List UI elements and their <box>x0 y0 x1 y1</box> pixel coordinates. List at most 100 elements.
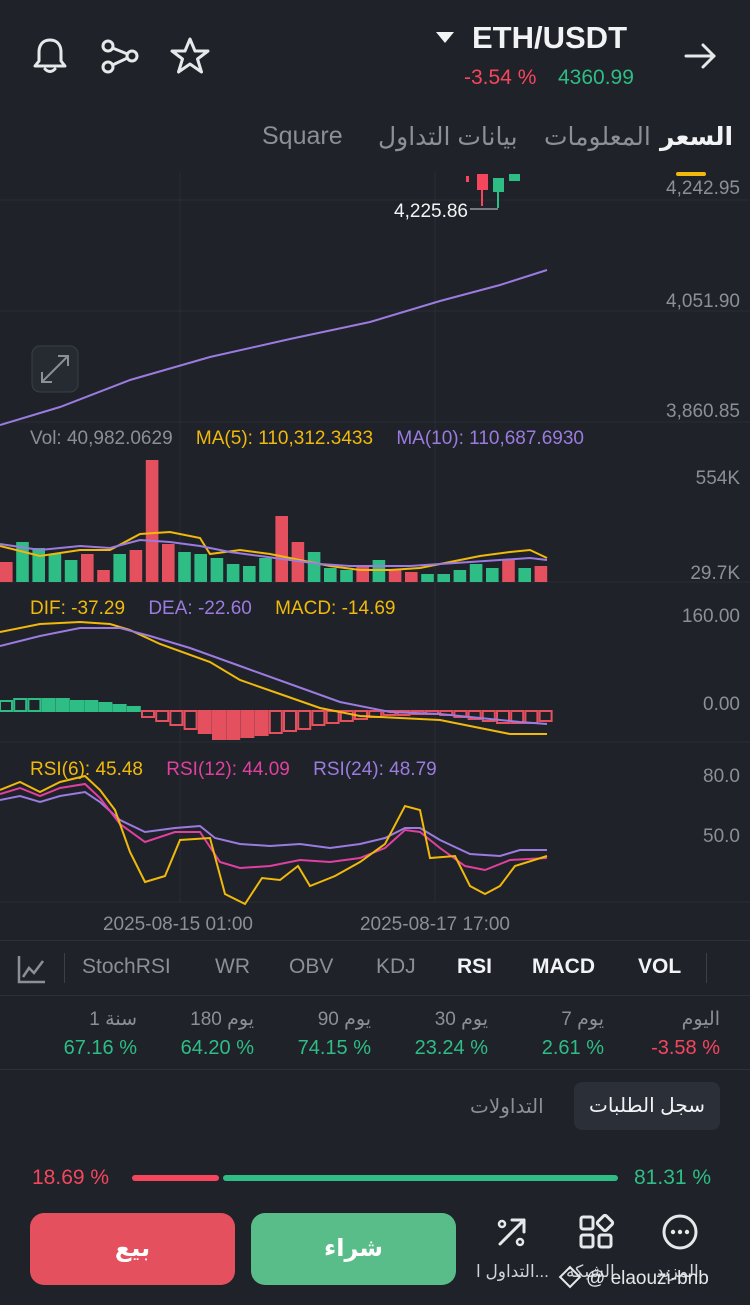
star-icon[interactable] <box>168 34 212 78</box>
volume-bar <box>145 460 159 582</box>
macd-bar <box>311 710 326 726</box>
volume-bar <box>259 558 272 582</box>
time-axis-label: 2025-08-15 01:00 <box>103 914 253 935</box>
rsi-legend: RSI(6): 45.48 RSI(12): 44.09 RSI(24): 48… <box>30 759 455 781</box>
macd-bar <box>0 700 13 712</box>
rsi12-line <box>0 782 548 872</box>
volume-bar <box>275 516 288 582</box>
macd-bar <box>538 710 553 722</box>
perf-30d: 30 يوم 23.24 % <box>414 1009 488 1059</box>
rsi-axis-label: 80.0 <box>703 766 740 787</box>
tab-order-book[interactable]: سجل الطلبات <box>574 1082 720 1130</box>
macd-legend: DIF: -37.29 DEA: -22.60 MACD: -14.69 <box>30 598 413 620</box>
macd-bar <box>524 710 539 724</box>
sell-ratio: 18.69 % <box>32 1166 110 1189</box>
kline-chart[interactable]: 4,242.95 4,051.90 3,860.85 4,225.86 554K… <box>0 172 750 940</box>
volume-bar <box>340 570 353 582</box>
expand-icon[interactable] <box>31 345 79 393</box>
macd-bar <box>55 698 70 712</box>
trading-bot-icon[interactable] <box>492 1212 532 1252</box>
watermark: @ elaouzi-bnb <box>558 1265 709 1290</box>
indicator-tabs: StochRSI WR OBV KDJ RSI MACD VOL <box>0 940 750 996</box>
macd-bar <box>510 710 525 724</box>
rsi6-line <box>0 774 548 906</box>
macd-bar <box>98 702 113 712</box>
chart-settings-icon[interactable] <box>16 953 48 985</box>
share-icon[interactable] <box>98 34 142 78</box>
buy-button[interactable]: شراء <box>251 1213 456 1285</box>
trading-bot-label[interactable]: التداول ا... <box>476 1262 549 1281</box>
volume-bars <box>0 460 548 582</box>
volume-bar <box>324 568 337 582</box>
pair-title[interactable]: ETH/USDT <box>472 20 627 55</box>
volume-bar <box>162 544 175 582</box>
macd-bar <box>254 710 269 736</box>
tab-underline <box>676 172 706 176</box>
macd-bar <box>41 698 56 712</box>
volume-bar <box>388 570 402 582</box>
volume-bar <box>81 554 94 582</box>
grid-label[interactable]: الشبكة <box>566 1262 615 1281</box>
vol-ma10-line <box>0 538 548 567</box>
macd-histogram <box>0 698 553 740</box>
tab-info[interactable]: المعلومات <box>544 123 651 151</box>
volume-bar <box>518 568 531 582</box>
ind-tab-vol[interactable]: VOL <box>638 955 682 978</box>
volume-bar <box>469 564 483 582</box>
more-label[interactable]: المزيد <box>656 1262 699 1281</box>
macd-bar <box>183 710 198 730</box>
volume-bar <box>64 560 78 582</box>
ind-tab-kdj[interactable]: KDJ <box>376 955 416 978</box>
macd-bar <box>112 704 127 712</box>
bell-icon[interactable] <box>28 34 72 78</box>
caret-down-icon[interactable] <box>436 32 454 43</box>
perf-7d: 7 يوم 2.61 % <box>541 1009 604 1059</box>
perf-180d: 180 يوم 64.20 % <box>180 1009 254 1059</box>
ind-tab-obv[interactable]: OBV <box>289 955 334 978</box>
macd-bar <box>268 710 283 734</box>
performance-row: اليوم -3.58 % 7 يوم 2.61 % 30 يوم 23.24 … <box>0 1008 750 1070</box>
grid-icon[interactable] <box>576 1212 616 1252</box>
macd-bar <box>212 710 226 740</box>
macd-bar <box>141 710 155 718</box>
main-tabs: السعر المعلومات بيانات التداول Square <box>0 118 750 176</box>
tab-square[interactable]: Square <box>262 122 343 150</box>
ind-tab-rsi[interactable]: RSI <box>457 955 493 978</box>
macd-dif: DIF: -37.29 <box>30 598 126 619</box>
sell-ratio-bar <box>132 1175 219 1181</box>
volume-bar <box>307 552 321 582</box>
macd-bar <box>155 710 170 722</box>
ind-tab-macd[interactable]: MACD <box>532 955 595 978</box>
perf-90d: 90 يوم 74.15 % <box>297 1009 371 1059</box>
ind-tab-wr[interactable]: WR <box>215 955 250 978</box>
volume-bar <box>0 562 13 582</box>
sell-button[interactable]: بيع <box>30 1213 235 1285</box>
macd-bar <box>481 710 496 722</box>
rsi6-value: RSI(6): 45.48 <box>30 759 143 780</box>
volume-bar <box>178 552 191 582</box>
perf-1y: 1 سنة 67.16 % <box>63 1009 137 1059</box>
volume-bar <box>48 554 62 582</box>
volume-bar <box>97 570 110 582</box>
binance-logo-icon <box>558 1265 582 1289</box>
tab-price[interactable]: السعر <box>660 123 734 151</box>
perf-today: اليوم -3.58 % <box>651 1009 720 1059</box>
ind-tab-stochrsi[interactable]: StochRSI <box>82 955 171 978</box>
volume-bar <box>32 548 45 582</box>
candle <box>477 174 488 190</box>
macd-bar <box>126 706 141 712</box>
volume-bar <box>129 550 143 582</box>
chart-grid <box>0 172 750 903</box>
volume-bar <box>453 570 467 582</box>
macd-bar <box>70 700 84 712</box>
more-icon[interactable] <box>660 1212 700 1252</box>
volume-bar <box>194 554 207 582</box>
tab-trades[interactable]: التداولات <box>470 1096 544 1118</box>
arrow-right-icon[interactable] <box>678 34 722 78</box>
price-axis-label: 4,051.90 <box>666 291 740 312</box>
tab-trading-data[interactable]: بيانات التداول <box>378 123 518 151</box>
buy-ratio: 81.31 % <box>634 1166 712 1189</box>
macd-bar <box>197 710 212 734</box>
time-axis-label: 2025-08-17 17:00 <box>360 914 510 935</box>
macd-bar <box>325 710 340 724</box>
